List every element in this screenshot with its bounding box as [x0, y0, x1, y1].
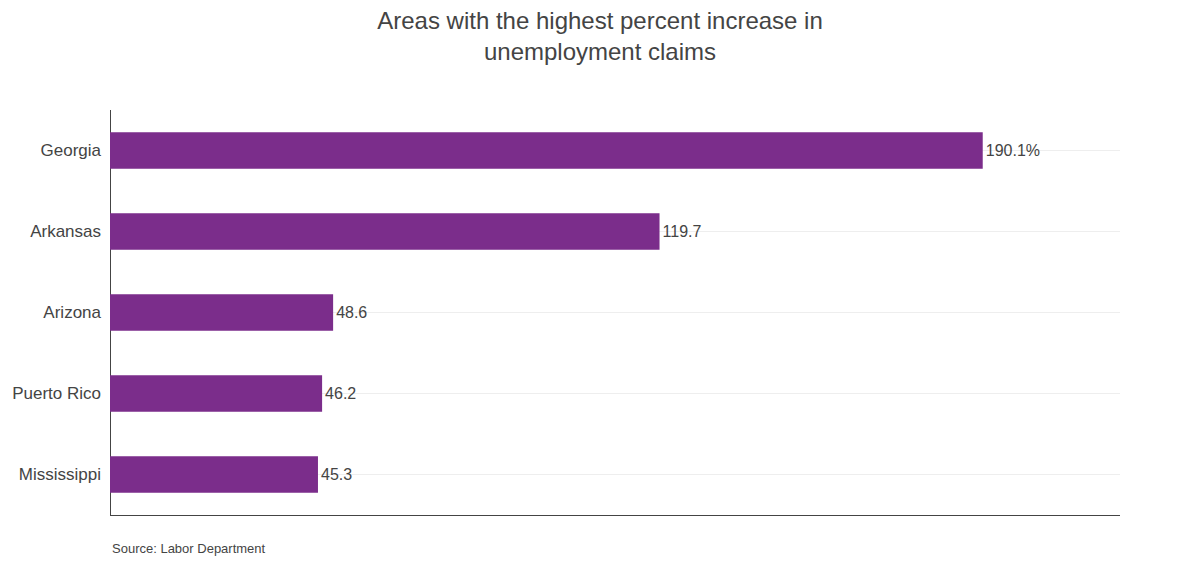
svg-text:45.3: 45.3	[321, 466, 352, 483]
svg-text:46.2: 46.2	[325, 385, 356, 402]
svg-text:Arizona: Arizona	[43, 303, 101, 322]
svg-text:119.7: 119.7	[663, 223, 702, 240]
svg-text:Georgia: Georgia	[41, 141, 102, 160]
svg-text:Mississippi: Mississippi	[19, 465, 101, 484]
svg-text:Puerto Rico: Puerto Rico	[12, 384, 101, 403]
svg-text:Source: Labor Department: Source: Labor Department	[112, 541, 266, 556]
svg-text:190.1%: 190.1%	[986, 142, 1040, 159]
svg-text:Areas with the highest percent: Areas with the highest percent increase …	[377, 7, 823, 65]
svg-text:Arkansas: Arkansas	[30, 222, 101, 241]
svg-text:48.6: 48.6	[336, 304, 367, 321]
